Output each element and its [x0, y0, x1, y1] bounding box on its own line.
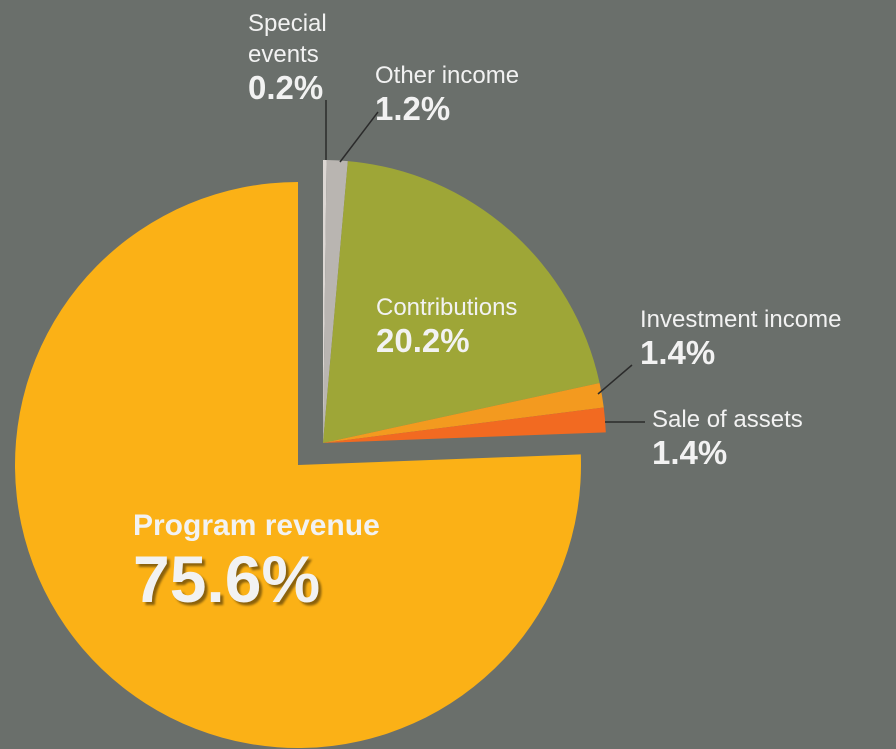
slice-name: Sale of assets [652, 406, 803, 433]
slice-label: Contributions 20.2% [376, 292, 517, 359]
leader-line [597, 364, 633, 395]
slice-value: 1.2% [375, 90, 451, 127]
slice-label: Special events 0.2% [248, 8, 358, 106]
slice-value: 75.6% [133, 542, 321, 616]
slice-label: Sale of assets 1.4% [652, 404, 803, 471]
slice-label: Other income 1.2% [375, 60, 519, 127]
slice-value: 0.2% [248, 69, 324, 106]
pie-slice [323, 383, 604, 443]
pie-slice [323, 160, 327, 443]
pie-slice [323, 161, 600, 444]
slice-name: Special events [248, 10, 327, 68]
pie-slice [15, 182, 582, 748]
slice-name: Contributions [376, 294, 518, 321]
slice-label: Program revenue 75.6% [133, 508, 380, 614]
leader-line [339, 111, 379, 163]
slice-value: 1.4% [640, 334, 716, 371]
pie-slice [323, 160, 348, 443]
pie-slice [323, 407, 606, 443]
slice-name: Other income [375, 62, 520, 89]
slice-name: Program revenue [133, 509, 380, 542]
slice-label: Investment income 1.4% [640, 304, 841, 371]
slice-value: 1.4% [652, 434, 728, 471]
slice-value: 20.2% [376, 322, 470, 359]
slice-name: Investment income [640, 306, 842, 333]
